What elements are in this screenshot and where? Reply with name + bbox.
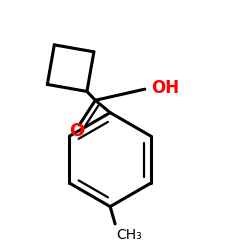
Text: O: O [69, 122, 84, 140]
Text: OH: OH [151, 79, 179, 97]
Text: CH₃: CH₃ [116, 228, 142, 241]
